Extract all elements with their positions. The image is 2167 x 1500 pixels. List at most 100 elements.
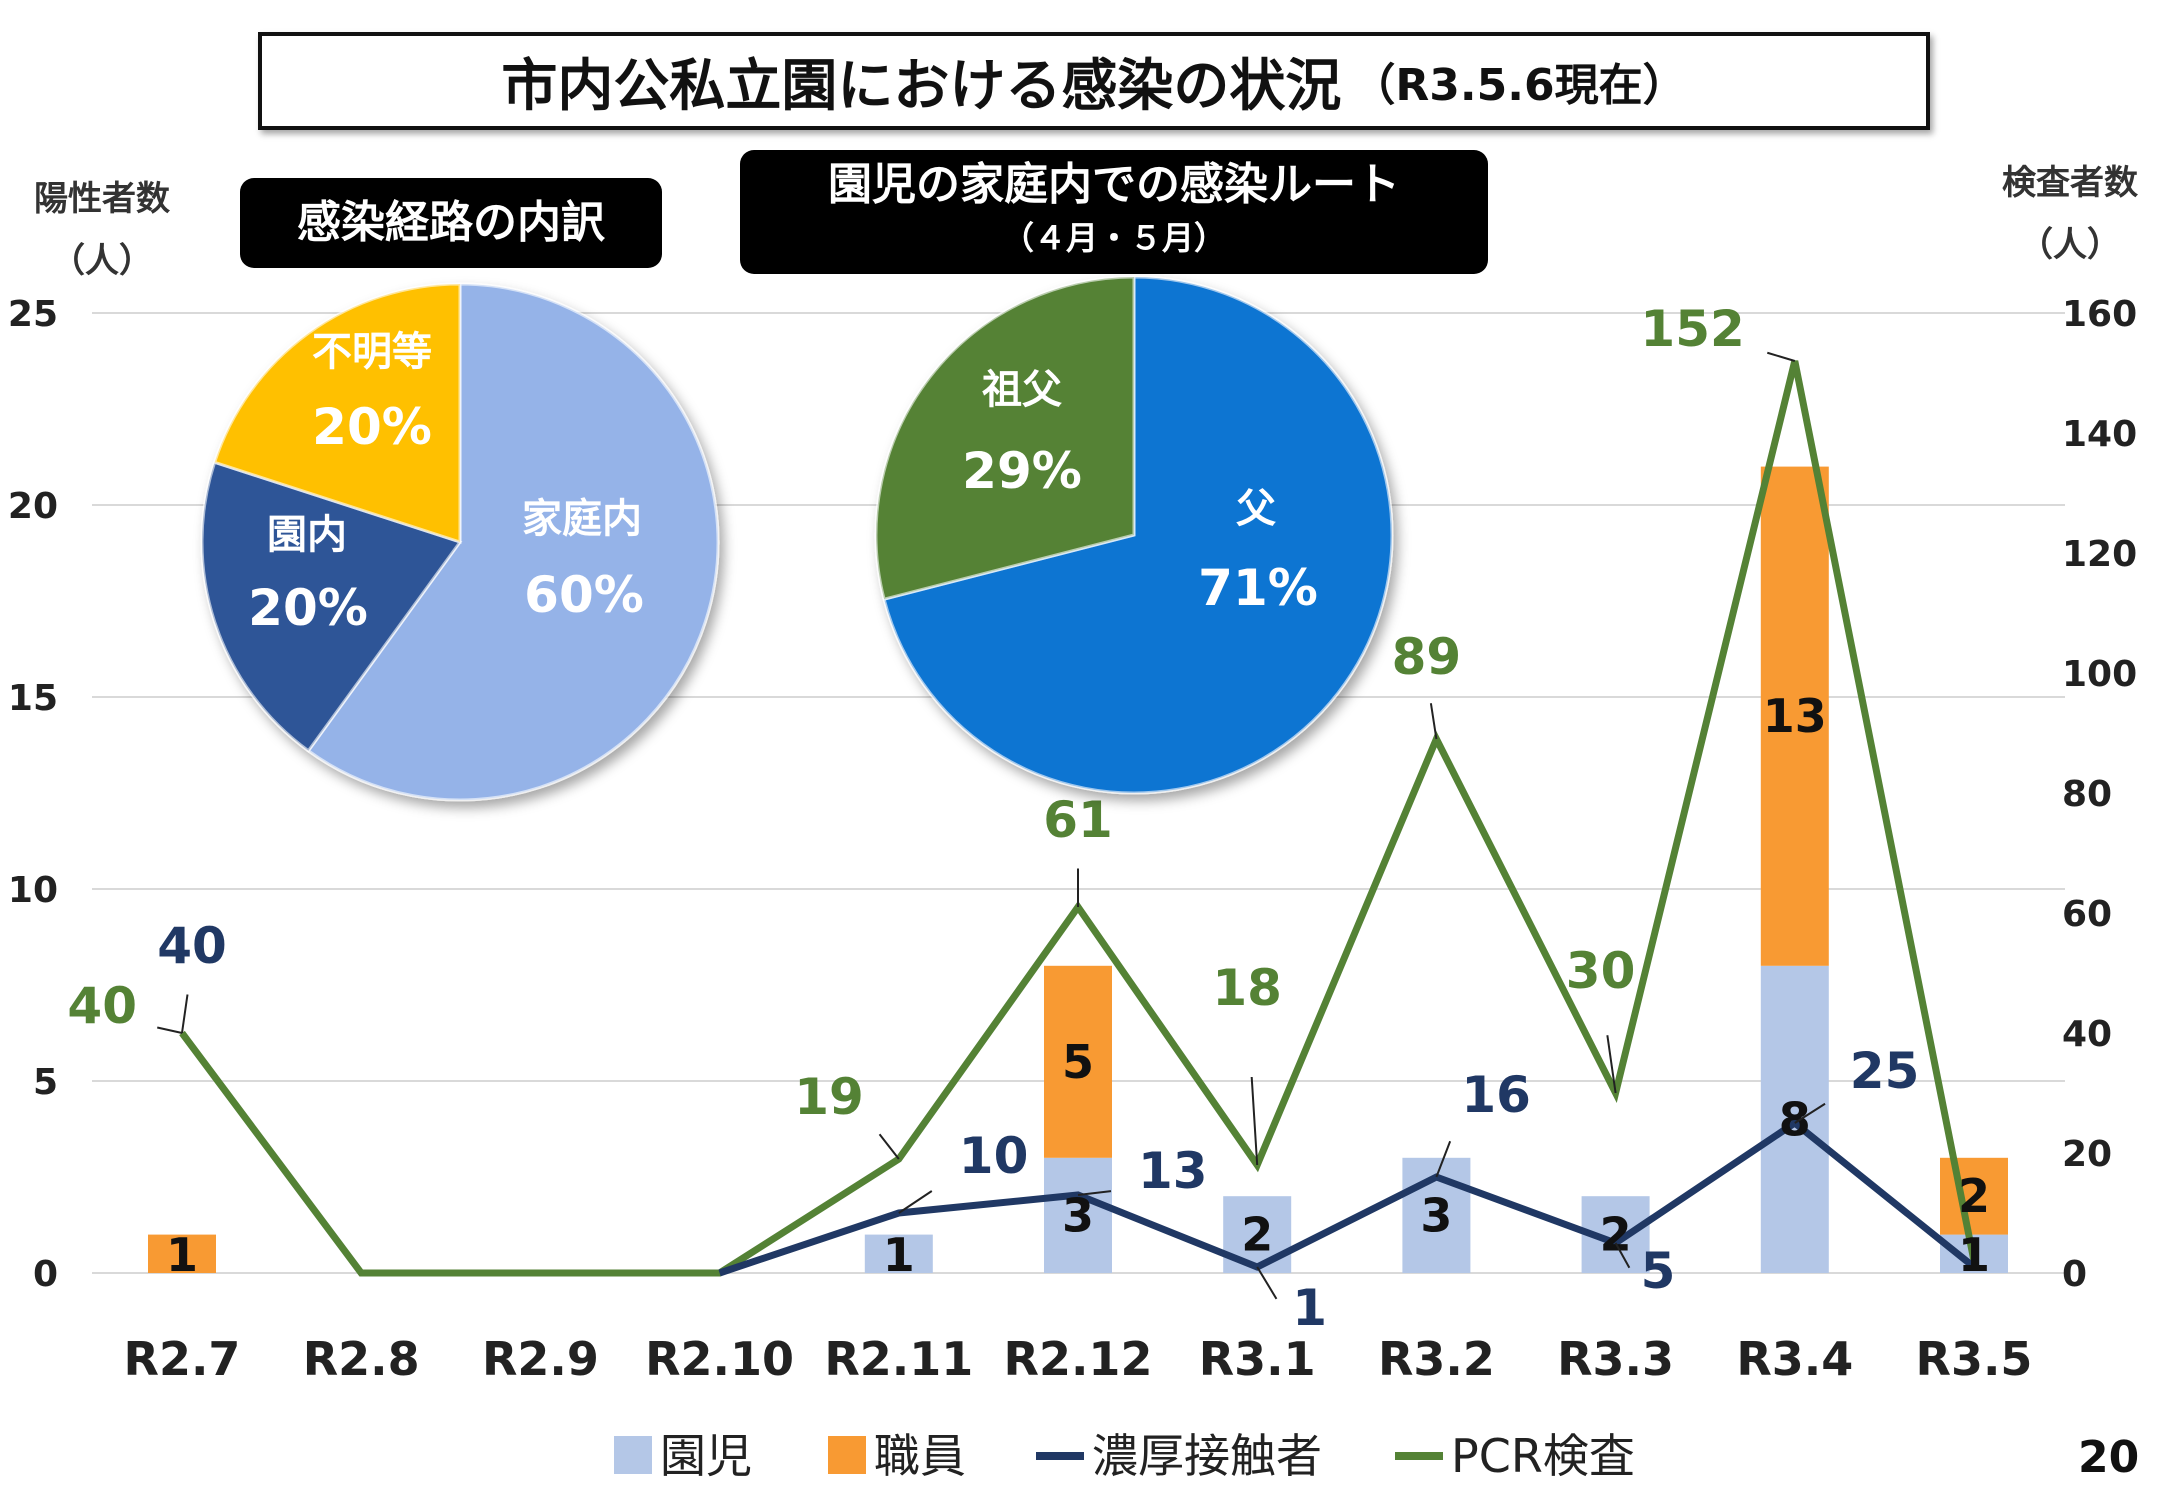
noukou-label: 10 (959, 1127, 1029, 1185)
legend-swatch (828, 1436, 866, 1474)
right-tick-label: 20 (2062, 1134, 2112, 1175)
right-tick-label: 160 (2062, 294, 2137, 335)
pie2-slice-percent: 29% (962, 442, 1082, 500)
noukou-label-leader (1614, 1242, 1631, 1269)
right-tick-label: 100 (2062, 654, 2137, 695)
bar-label-enji: 1 (1958, 1228, 1990, 1282)
left-tick-label: 10 (8, 870, 58, 911)
noukou-label: 1 (1292, 1279, 1327, 1337)
pie1-slice-label: 不明等 (312, 329, 432, 375)
bar-label-enji: 2 (1600, 1208, 1632, 1262)
x-tick-label: R3.2 (1378, 1332, 1495, 1386)
bar-label-enji: 3 (1420, 1188, 1452, 1242)
left-axis-unit: （人） (51, 241, 153, 281)
bar-label-shokuin: 13 (1763, 689, 1827, 743)
pie1-slice (306, 282, 720, 802)
noukou-label: 13 (1138, 1142, 1208, 1200)
page-number: 20 (2078, 1432, 2140, 1483)
pie1-slice (200, 460, 463, 753)
bar-label-enji: 8 (1779, 1092, 1811, 1146)
x-tick-label: R2.11 (824, 1332, 973, 1386)
bar-shokuin (1044, 965, 1112, 1158)
bar-enji (1044, 1157, 1112, 1273)
noukou-label: 40 (157, 917, 227, 975)
bar-shokuin (1940, 1157, 2008, 1235)
pcr-label-leader (157, 1026, 183, 1034)
pie2-slice-label: 祖父 (982, 367, 1062, 413)
bar-shokuin (148, 1234, 216, 1273)
page-subtitle: （R3.5.6現在） (1351, 60, 1687, 111)
noukou-label: 5 (1641, 1242, 1676, 1300)
pie2-slice-label: 父 (1236, 486, 1276, 532)
pie2-slice (874, 275, 1136, 601)
legend-swatch (614, 1436, 652, 1474)
bar-label-enji: 3 (1062, 1188, 1094, 1242)
right-axis-unit: （人） (2019, 225, 2121, 265)
right-tick-label: 80 (2062, 774, 2112, 815)
left-tick-label: 15 (8, 678, 58, 719)
x-tick-label: R2.12 (1004, 1332, 1153, 1386)
pcr-label-leader (1250, 1076, 1259, 1166)
pie2-heading: 園児の家庭内での感染ルート （４月・５月） (740, 150, 1488, 274)
pie2-heading-period: （４月・５月） (1001, 219, 1226, 257)
bar-label-enji: 1 (883, 1228, 915, 1282)
pcr-label: 89 (1392, 628, 1462, 686)
right-tick-label: 120 (2062, 534, 2137, 575)
legend-label: 職員 (874, 1429, 966, 1483)
x-tick-label: R2.8 (303, 1332, 420, 1386)
pcr-label-leader (1606, 1035, 1617, 1094)
pie1-slice-percent: 60% (524, 566, 644, 624)
pie1-slice-percent: 20% (312, 398, 432, 456)
pie1-slice-percent: 20% (248, 579, 368, 637)
right-tick-label: 40 (2062, 1014, 2112, 1055)
pcr-label-leader (1767, 351, 1796, 362)
bar-shokuin (1760, 466, 1829, 966)
noukou-label-leader (898, 1190, 933, 1214)
title-box: 市内公私立園における感染の状況 （R3.5.6現在） (258, 32, 1930, 130)
left-tick-label: 0 (33, 1254, 58, 1295)
pie2 (874, 275, 1394, 795)
x-tick-label: R3.4 (1736, 1332, 1853, 1386)
pcr-label-leader (1429, 703, 1438, 740)
pie2-slice-percent: 71% (1198, 559, 1318, 617)
pie1 (200, 282, 720, 802)
left-tick-label: 25 (8, 294, 58, 335)
left-axis-label: 陽性者数 (34, 179, 170, 219)
left-axis-title: 陽性者数 （人） (22, 168, 182, 292)
left-tick-label: 5 (33, 1062, 58, 1103)
noukou-label-leader (1794, 1102, 1826, 1124)
right-tick-label: 140 (2062, 414, 2137, 455)
noukou-label: 25 (1850, 1042, 1920, 1100)
right-tick-label: 0 (2062, 1254, 2087, 1295)
pie1-heading: 感染経路の内訳 (240, 178, 662, 268)
pcr-label: 30 (1566, 942, 1636, 1000)
noukou-label-leader (1256, 1266, 1278, 1300)
noukou-label-leader (1435, 1140, 1452, 1178)
x-tick-label: R3.3 (1557, 1332, 1674, 1386)
legend-label: 濃厚接触者 (1092, 1429, 1322, 1483)
right-tick-label: 60 (2062, 894, 2112, 935)
x-tick-label: R2.10 (645, 1332, 794, 1386)
legend-label: 園児 (660, 1429, 752, 1483)
page-title: 市内公私立園における感染の状況 (501, 53, 1342, 119)
pcr-label: 152 (1640, 300, 1744, 358)
x-tick-label: R3.5 (1916, 1332, 2033, 1386)
x-tick-label: R2.7 (124, 1332, 241, 1386)
pie1-slice (212, 282, 462, 545)
pie1-slice-label: 園内 (267, 512, 347, 558)
x-tick-label: R2.9 (482, 1332, 599, 1386)
right-axis-label: 検査者数 (2002, 163, 2138, 203)
pcr-label: 61 (1043, 791, 1113, 849)
noukou-label-leader (181, 994, 189, 1034)
left-tick-label: 20 (8, 486, 58, 527)
bar-enji (864, 1234, 933, 1273)
bar-label-shokuin: 2 (1958, 1169, 1990, 1223)
bar-label-shokuin: 5 (1062, 1035, 1094, 1089)
pcr-label: 18 (1212, 959, 1282, 1017)
x-tick-label: R3.1 (1199, 1332, 1316, 1386)
pcr-label: 19 (794, 1068, 864, 1126)
bar-label-shokuin: 1 (166, 1228, 198, 1282)
pie2-slice (882, 275, 1394, 795)
pie2-heading-title: 園児の家庭内での感染ルート (828, 159, 1400, 210)
